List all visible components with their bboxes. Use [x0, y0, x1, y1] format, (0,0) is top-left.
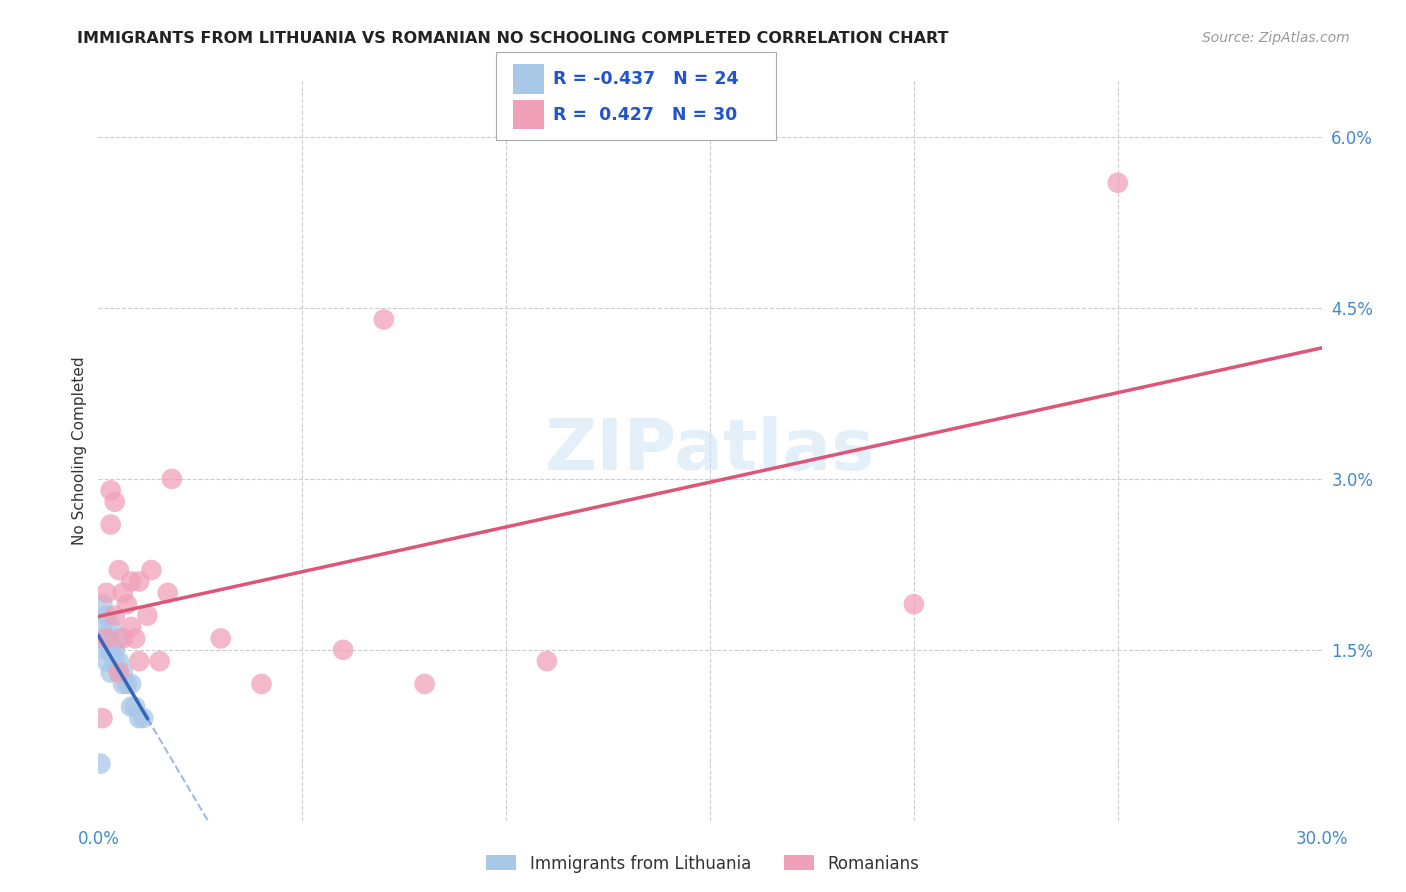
Point: [100, 483, 122, 498]
Point: [124, 699, 146, 714]
Point: [160, 472, 183, 486]
Point: [100, 620, 122, 634]
Point: [104, 494, 127, 508]
Point: [96, 608, 118, 623]
Text: ZIPatlas: ZIPatlas: [546, 416, 875, 485]
Point: [108, 563, 131, 577]
Point: [111, 586, 134, 600]
Point: [96, 642, 118, 657]
Legend: Immigrants from Lithuania, Romanians: Immigrants from Lithuania, Romanians: [479, 848, 927, 880]
Point: [120, 620, 142, 634]
Point: [96, 654, 118, 668]
Point: [124, 632, 146, 646]
Point: [332, 642, 354, 657]
Point: [111, 677, 134, 691]
Point: [373, 312, 395, 326]
Point: [149, 654, 172, 668]
Point: [108, 632, 131, 646]
Point: [115, 597, 138, 611]
Point: [132, 711, 155, 725]
Point: [128, 574, 150, 589]
Point: [100, 517, 122, 532]
Point: [96, 632, 118, 646]
Point: [108, 654, 131, 668]
Point: [100, 665, 122, 680]
Point: [96, 586, 118, 600]
Point: [136, 608, 159, 623]
Point: [1107, 176, 1129, 190]
Point: [128, 711, 150, 725]
Point: [141, 563, 163, 577]
Point: [111, 665, 134, 680]
Point: [128, 654, 150, 668]
Point: [120, 574, 142, 589]
Point: [903, 597, 925, 611]
Y-axis label: No Schooling Completed: No Schooling Completed: [72, 356, 87, 545]
Point: [108, 665, 131, 680]
Point: [91, 620, 114, 634]
Point: [91, 597, 114, 611]
Point: [250, 677, 273, 691]
Text: IMMIGRANTS FROM LITHUANIA VS ROMANIAN NO SCHOOLING COMPLETED CORRELATION CHART: IMMIGRANTS FROM LITHUANIA VS ROMANIAN NO…: [77, 31, 949, 46]
Point: [91, 632, 114, 646]
Point: [536, 654, 558, 668]
Text: R = -0.437   N = 24: R = -0.437 N = 24: [553, 70, 738, 88]
Point: [100, 642, 122, 657]
Point: [156, 586, 179, 600]
Text: R =  0.427   N = 30: R = 0.427 N = 30: [553, 105, 737, 124]
Point: [115, 677, 138, 691]
Point: [413, 677, 436, 691]
Point: [120, 699, 142, 714]
Point: [108, 665, 131, 680]
Point: [111, 632, 134, 646]
Point: [89, 756, 111, 771]
Point: [120, 677, 142, 691]
Point: [104, 608, 127, 623]
Text: Source: ZipAtlas.com: Source: ZipAtlas.com: [1202, 31, 1350, 45]
Point: [104, 654, 127, 668]
Point: [96, 632, 118, 646]
Point: [91, 711, 114, 725]
Point: [209, 632, 232, 646]
Point: [104, 642, 127, 657]
